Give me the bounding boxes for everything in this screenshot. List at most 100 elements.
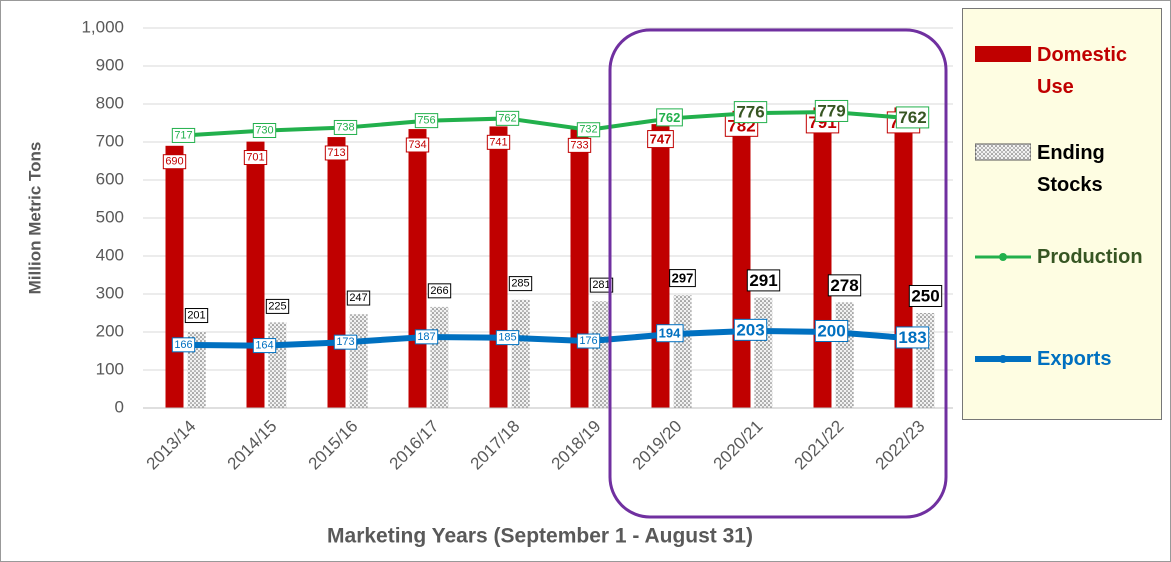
data-label: 690 (165, 156, 183, 168)
data-label-group: 701 (243, 150, 268, 166)
data-label-box (162, 154, 187, 170)
data-label-box (346, 290, 371, 306)
data-label-group: 747 (647, 130, 674, 149)
y-tick-label: 900 (96, 55, 124, 74)
data-label: 738 (336, 121, 354, 133)
data-label: 247 (349, 292, 367, 304)
y-tick-label: 200 (96, 321, 124, 340)
data-label-group: 185 (495, 330, 520, 346)
data-label-group: 733 (567, 137, 592, 153)
x-tick-label: 2016/17 (386, 417, 443, 474)
bar (754, 297, 773, 408)
x-tick-label: 2017/18 (467, 417, 524, 474)
data-label: 734 (408, 139, 426, 151)
data-label-box (814, 319, 849, 342)
data-label-box (895, 326, 930, 349)
data-label-box (814, 99, 849, 122)
x-tick-label: 2022/23 (872, 417, 929, 474)
highlight (608, 28, 948, 519)
data-label-box (908, 284, 943, 307)
data-label: 183 (898, 328, 926, 347)
bar (489, 126, 508, 409)
bar (430, 306, 449, 408)
data-label-group: 285 (508, 276, 533, 292)
data-label-group: 266 (427, 283, 452, 299)
bar (165, 145, 184, 409)
y-tick-label: 400 (96, 245, 124, 264)
data-label-group: 164 (252, 338, 277, 354)
x-tick-label: 2015/16 (305, 417, 362, 474)
data-label-box (827, 274, 862, 297)
data-label-group: 756 (414, 113, 439, 129)
x-tick-label: 2013/14 (143, 417, 200, 474)
legend-swatch (975, 39, 1031, 71)
data-label: 185 (498, 332, 516, 344)
data-label-group: 176 (576, 333, 601, 349)
data-label-box (495, 330, 520, 346)
data-label-box (265, 298, 290, 314)
data-label: 173 (336, 336, 354, 348)
swatch-dot (999, 355, 1007, 363)
data-label-box (405, 137, 430, 153)
x-tick-label: 2014/15 (224, 417, 281, 474)
bar (673, 295, 692, 408)
data-label-group: 690 (162, 154, 187, 170)
data-label-box (656, 108, 683, 127)
data-label-box (252, 123, 277, 139)
swatch-shape (975, 253, 1031, 261)
bar (894, 107, 913, 409)
data-label: 756 (417, 115, 435, 127)
data-label: 713 (327, 147, 345, 159)
data-label-box (414, 329, 439, 345)
legend-entry: Ending Stocks (974, 137, 1147, 201)
data-label-group: 200 (814, 319, 849, 342)
swatch-rect (975, 46, 1031, 62)
legend-swatch (975, 343, 1031, 375)
data-label-box (567, 137, 592, 153)
data-label: 194 (659, 326, 681, 341)
data-label-box (414, 113, 439, 129)
data-label-box (508, 276, 533, 292)
data-label-group: 247 (346, 290, 371, 306)
data-label-box (589, 277, 614, 293)
bar (511, 299, 530, 408)
data-label-group: 732 (576, 122, 601, 138)
bar (651, 124, 670, 408)
data-label-box (656, 324, 684, 343)
data-label: 701 (246, 152, 264, 164)
data-label-group: 166 (171, 337, 196, 353)
y-tick-label: 500 (96, 207, 124, 226)
line (183, 109, 913, 138)
data-label: 733 (570, 139, 588, 151)
bar (408, 129, 427, 408)
data-label-group: 187 (414, 329, 439, 345)
legend-swatch (974, 137, 1032, 169)
data-label-box (171, 127, 196, 143)
data-label: 266 (430, 285, 448, 297)
data-label-group: 776 (733, 101, 768, 124)
data-label-group: 183 (895, 326, 930, 349)
data-label: 250 (911, 286, 939, 305)
data-label-group: 762 (895, 106, 930, 129)
data-label: 730 (255, 125, 273, 137)
y-tick-label: 700 (96, 131, 124, 150)
data-label: 201 (187, 310, 205, 322)
y-tick-label: 0 (115, 397, 124, 416)
data-label-group: 201 (184, 308, 209, 324)
data-label: 225 (268, 300, 286, 312)
data-label: 732 (579, 124, 597, 136)
data-label: 762 (659, 110, 681, 125)
data-label-box (171, 337, 196, 353)
legend-label: Domestic Use (1037, 44, 1128, 98)
data-label: 762 (898, 108, 926, 127)
data-label: 779 (817, 101, 845, 120)
data-label-group: 291 (746, 269, 781, 292)
data-label-group: 717 (171, 127, 196, 143)
legend-label: Production (1037, 246, 1143, 268)
data-label-box (324, 145, 349, 161)
bar (732, 110, 751, 408)
legend: Domestic Use Ending Stocks Production Expor… (962, 8, 1162, 420)
data-label: 285 (511, 278, 529, 290)
data-label-box (576, 122, 601, 138)
data-label-group: 225 (265, 298, 290, 314)
